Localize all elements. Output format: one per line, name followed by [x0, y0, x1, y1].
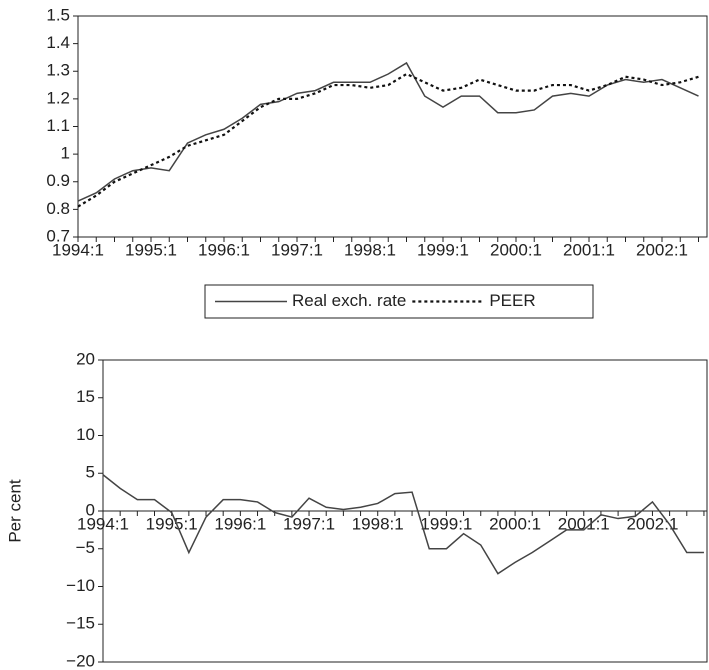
y-tick-label: 5 [86, 463, 95, 482]
y-tick-label: 1.4 [46, 33, 70, 52]
y-tick-label: 0.9 [46, 171, 70, 190]
x-tick-label: 1999:1 [417, 240, 469, 259]
x-tick-label: 1997:1 [283, 514, 335, 533]
x-tick-label: 1998:1 [344, 240, 396, 259]
x-tick-label: 1999:1 [420, 514, 472, 533]
x-tick-label: 2000:1 [490, 240, 542, 259]
data-line [77, 61, 699, 202]
x-tick-label: 1996:1 [198, 240, 250, 259]
y-tick-label: 1.5 [46, 5, 70, 24]
y-tick-label: 10 [76, 425, 95, 444]
legend-label: PEER [489, 291, 535, 310]
y-tick-label: −5 [76, 538, 95, 557]
x-tick-label: 1994:1 [77, 514, 129, 533]
legend: Real exch. rate PEER [204, 284, 594, 319]
y-tick-label: 1.3 [46, 61, 70, 80]
y-tick-label: 1 [61, 144, 70, 163]
y-tick-label: 15 [76, 387, 95, 406]
y-tick-label: −20 [66, 651, 95, 670]
x-tick-label: 2000:1 [489, 514, 541, 533]
y-tick-label: 20 [76, 349, 95, 368]
y-tick-label: 0 [86, 500, 95, 519]
x-tick-label: 1995:1 [146, 514, 198, 533]
x-tick-label: 1996:1 [214, 514, 266, 533]
y-tick-label: 1.1 [46, 116, 70, 135]
plot-area [77, 15, 708, 238]
x-tick-label: 2002:1 [636, 240, 688, 259]
x-tick-label: 1994:1 [52, 240, 104, 259]
x-tick-label: 2001:1 [563, 240, 615, 259]
data-line [102, 474, 704, 575]
x-tick-label: 1997:1 [271, 240, 323, 259]
y-tick-label: −10 [66, 576, 95, 595]
legend-label: Real exch. rate [292, 291, 406, 310]
y-tick-label: −15 [66, 614, 95, 633]
x-tick-label: 1998:1 [352, 514, 404, 533]
x-tick-label: 1995:1 [125, 240, 177, 259]
data-line [77, 72, 699, 208]
y-tick-label: 1.2 [46, 88, 70, 107]
x-tick-label: 2002:1 [626, 514, 678, 533]
y-tick-label: 0.7 [46, 226, 70, 245]
y-tick-label: 0.8 [46, 199, 70, 218]
y-axis-label: Per cent [5, 479, 24, 543]
